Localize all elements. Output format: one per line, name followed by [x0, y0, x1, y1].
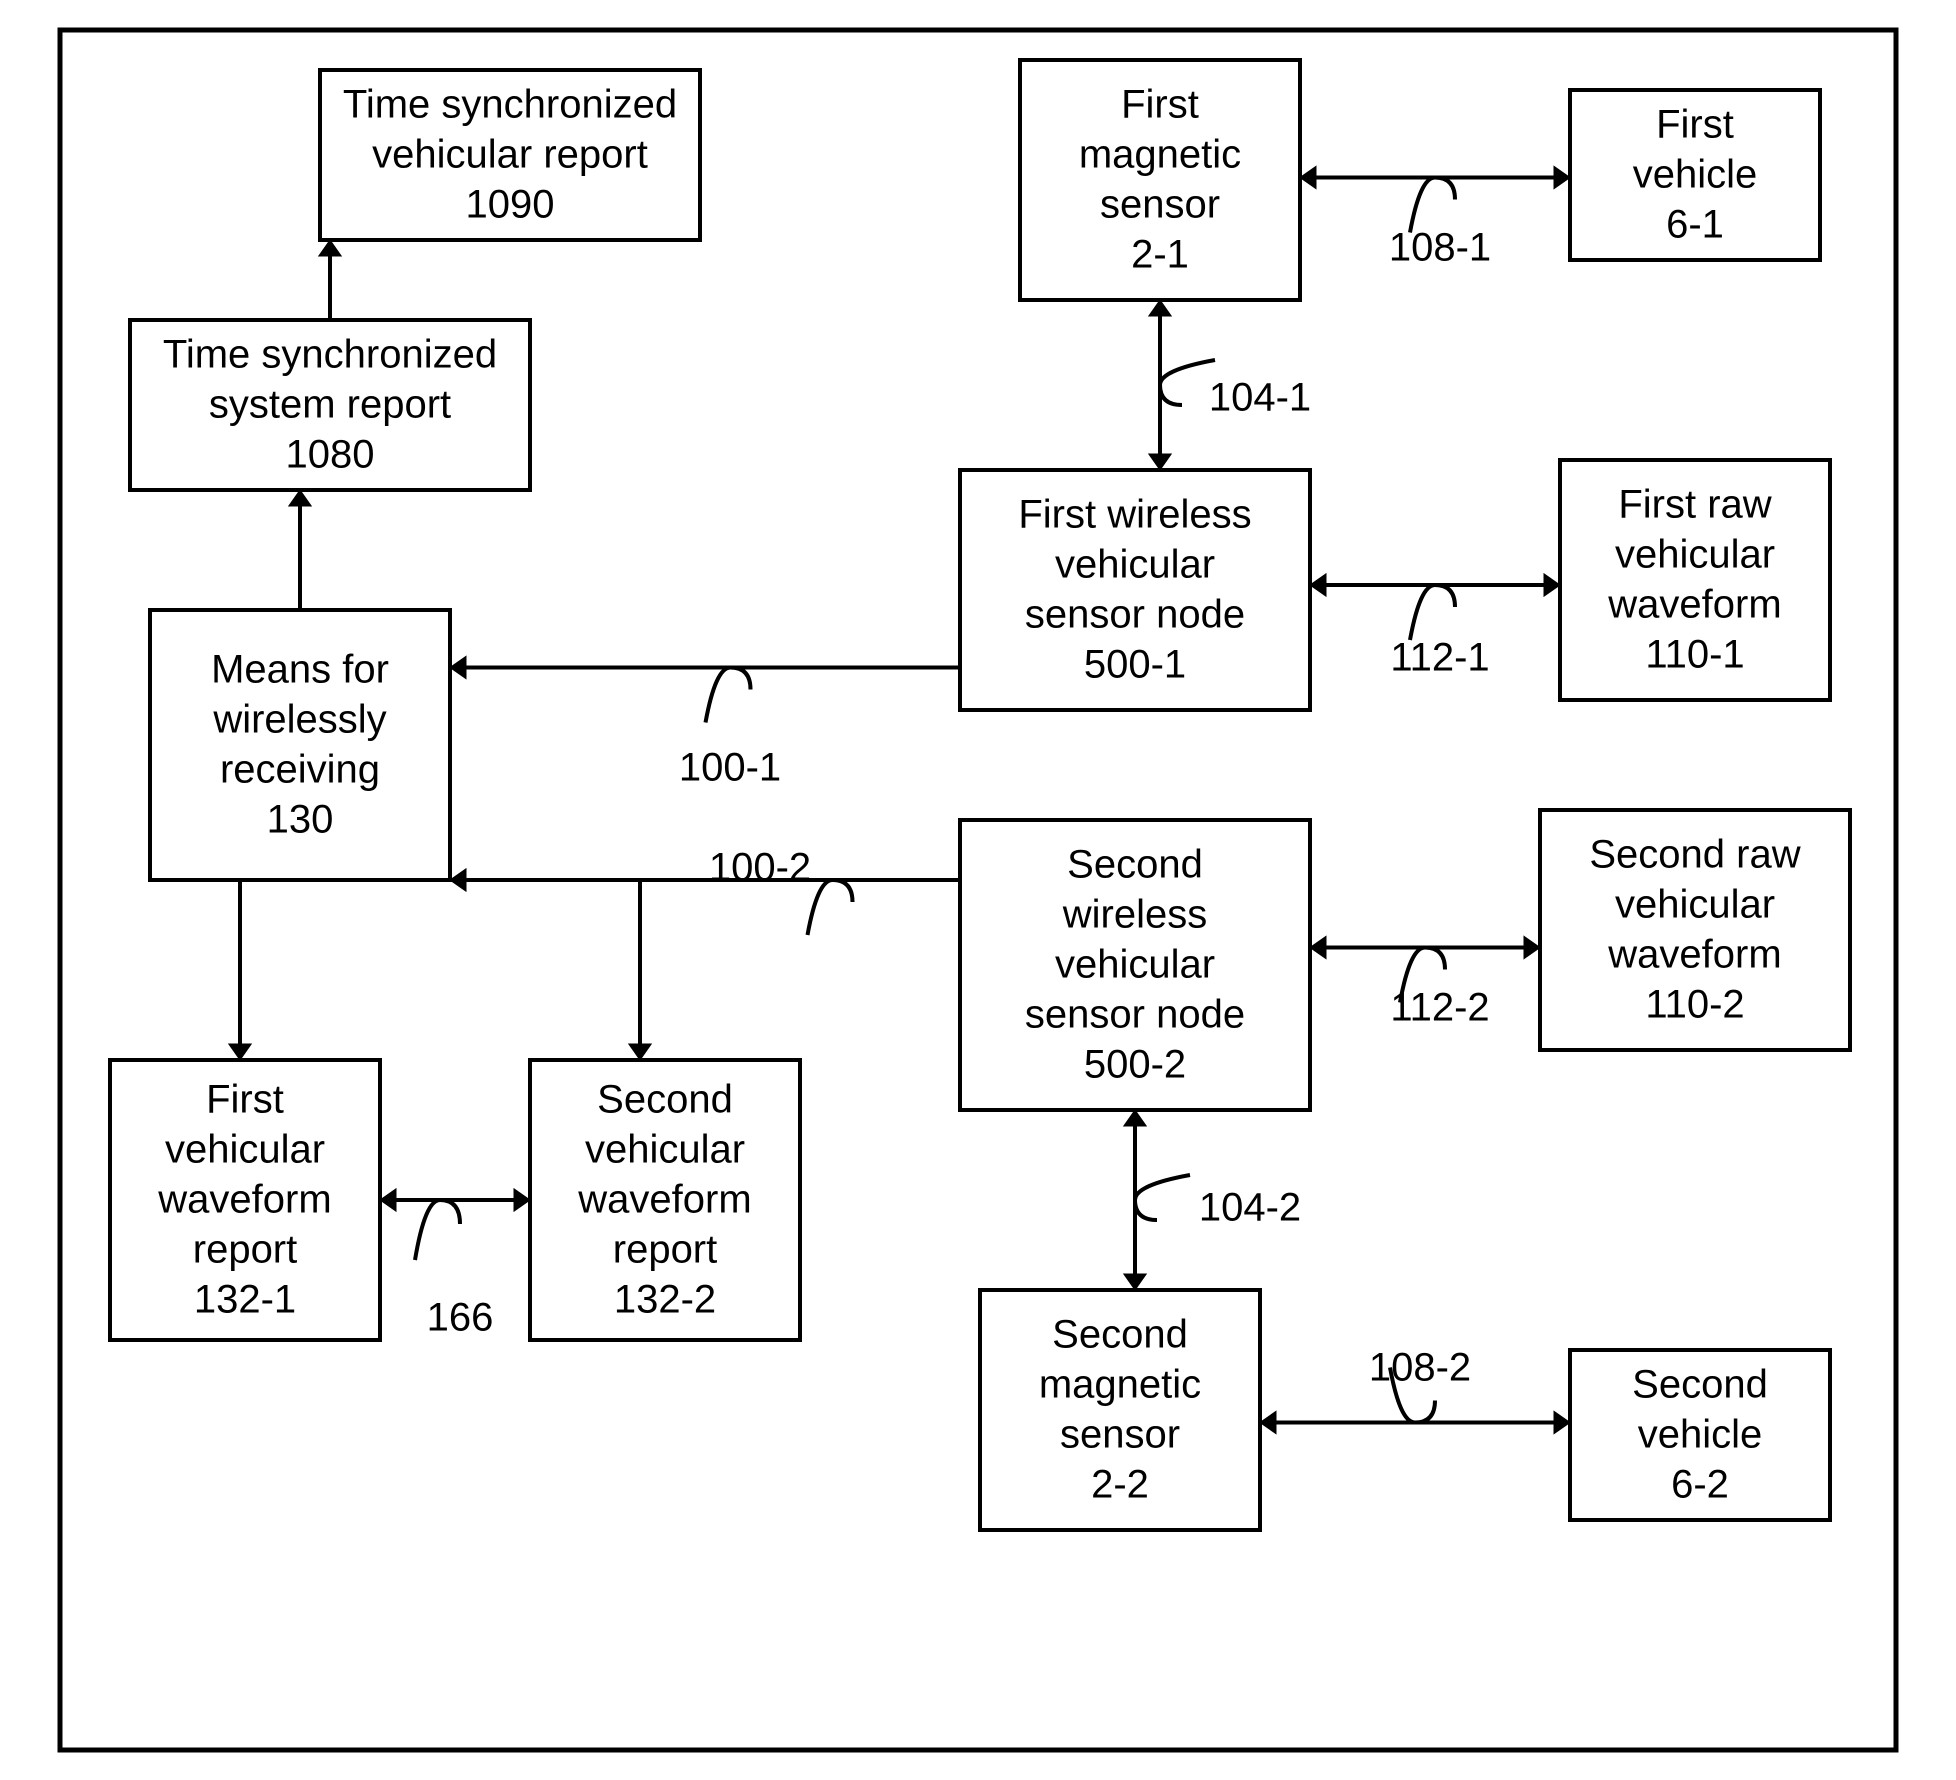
- node-fvwr-line3: report: [193, 1228, 298, 1272]
- edge-label-7: 104-1: [1209, 376, 1311, 420]
- node-mwr-line1: wirelessly: [212, 698, 386, 742]
- node-srvw: Second raw vehicular waveform 110-2: [1540, 810, 1850, 1050]
- edge-12: 108-2: [1260, 1346, 1570, 1434]
- node-sms-line3: 2-2: [1091, 1463, 1149, 1507]
- node-srvw-line0: Second raw: [1589, 833, 1800, 877]
- node-swvsn-line2: vehicular: [1055, 943, 1215, 987]
- node-mwr-line0: Means for: [211, 648, 389, 692]
- node-svwr-line3: report: [613, 1228, 718, 1272]
- node-fms-line3: 2-1: [1131, 233, 1189, 277]
- node-tssr-line2: 1080: [286, 433, 375, 477]
- node-mwr: Means for wirelessly receiving 130: [150, 610, 450, 880]
- node-tssr-line1: system report: [209, 383, 451, 427]
- node-fms-line0: First: [1121, 83, 1199, 127]
- node-fms: First magnetic sensor 2-1: [1020, 60, 1300, 300]
- node-frvw-line3: 110-1: [1645, 633, 1744, 677]
- node-svwr-line0: Second: [597, 1078, 733, 1122]
- node-fvwr: First vehicular waveform report 132-1: [110, 1060, 380, 1340]
- node-svwr-line4: 132-2: [614, 1278, 716, 1322]
- node-fwvsn-line0: First wireless: [1018, 493, 1251, 537]
- node-fwvsn: First wireless vehicular sensor node 500-1: [960, 470, 1310, 710]
- node-srvw-line1: vehicular: [1615, 883, 1775, 927]
- node-svwr-line1: vehicular: [585, 1128, 745, 1172]
- node-tsvr-line0: Time synchronized: [343, 83, 677, 127]
- node-srvw-line3: 110-2: [1645, 983, 1744, 1027]
- node-swvsn: Second wireless vehicular sensor node 500-2: [960, 820, 1310, 1110]
- node-tssr: Time synchronized system report 1080: [130, 320, 530, 490]
- edge-3: [440, 880, 651, 1060]
- node-sv-line1: vehicle: [1638, 1413, 1763, 1457]
- edge-label-6: 100-2: [709, 846, 811, 890]
- edge-2: [229, 880, 251, 1060]
- node-fvwr-line1: vehicular: [165, 1128, 325, 1172]
- node-fvwr-line4: 132-1: [194, 1278, 296, 1322]
- node-swvsn-line4: 500-2: [1084, 1043, 1186, 1087]
- node-sv-line0: Second: [1632, 1363, 1768, 1407]
- node-frvw-line0: First raw: [1618, 483, 1771, 527]
- node-sv-line2: 6-2: [1671, 1463, 1729, 1507]
- edge-10: 112-1: [1310, 574, 1560, 680]
- edge-11: 112-2: [1310, 936, 1540, 1029]
- node-sms-line1: magnetic: [1039, 1363, 1201, 1407]
- node-fms-line1: magnetic: [1079, 133, 1241, 177]
- edge-label-5: 100-1: [679, 746, 781, 790]
- edge-label-9: 108-1: [1389, 226, 1491, 270]
- node-fv-line1: vehicle: [1633, 153, 1758, 197]
- node-fv: First vehicle 6-1: [1570, 90, 1820, 260]
- flowchart-canvas: 166 100-1 100-2 104-1 104-2 108-1 112-1 112-2 10…: [0, 0, 1956, 1780]
- edge-label-12: 108-2: [1369, 1346, 1471, 1390]
- node-fv-line2: 6-1: [1666, 203, 1724, 247]
- node-fvwr-line2: waveform: [157, 1178, 331, 1222]
- node-sms: Second magnetic sensor 2-2: [980, 1290, 1260, 1530]
- edge-8: 104-2: [1124, 1110, 1301, 1290]
- node-swvsn-line3: sensor node: [1025, 993, 1245, 1037]
- node-mwr-line2: receiving: [220, 748, 380, 792]
- node-fwvsn-line3: 500-1: [1084, 643, 1186, 687]
- node-fwvsn-line2: sensor node: [1025, 593, 1245, 637]
- node-fms-line2: sensor: [1100, 183, 1220, 227]
- edge-1: [289, 490, 311, 610]
- node-sv: Second vehicle 6-2: [1570, 1350, 1830, 1520]
- node-tsvr-line2: 1090: [466, 183, 555, 227]
- edge-4: 166: [380, 1189, 530, 1340]
- edge-5: 100-1: [450, 656, 960, 789]
- node-fv-line0: First: [1656, 103, 1734, 147]
- edge-0: [319, 240, 341, 320]
- node-swvsn-line1: wireless: [1062, 893, 1207, 937]
- node-frvw-line1: vehicular: [1615, 533, 1775, 577]
- edge-7: 104-1: [1149, 300, 1311, 470]
- edge-label-10: 112-1: [1390, 636, 1489, 680]
- node-tsvr: Time synchronized vehicular report 1090: [320, 70, 700, 240]
- edge-label-8: 104-2: [1199, 1186, 1301, 1230]
- node-tsvr-line1: vehicular report: [372, 133, 648, 177]
- node-fwvsn-line1: vehicular: [1055, 543, 1215, 587]
- node-frvw-line2: waveform: [1607, 583, 1781, 627]
- node-svwr-line2: waveform: [577, 1178, 751, 1222]
- edge-9: 108-1: [1300, 166, 1570, 269]
- edge-label-11: 112-2: [1390, 986, 1489, 1030]
- node-sms-line2: sensor: [1060, 1413, 1180, 1457]
- node-mwr-line3: 130: [267, 798, 334, 842]
- node-svwr: Second vehicular waveform report 132-2: [530, 1060, 800, 1340]
- node-srvw-line2: waveform: [1607, 933, 1781, 977]
- node-sms-line0: Second: [1052, 1313, 1188, 1357]
- edge-label-4: 166: [427, 1296, 494, 1340]
- node-fvwr-line0: First: [206, 1078, 284, 1122]
- edge-6: 100-2: [450, 846, 960, 935]
- node-tssr-line0: Time synchronized: [163, 333, 497, 377]
- node-swvsn-line0: Second: [1067, 843, 1203, 887]
- node-frvw: First raw vehicular waveform 110-1: [1560, 460, 1830, 700]
